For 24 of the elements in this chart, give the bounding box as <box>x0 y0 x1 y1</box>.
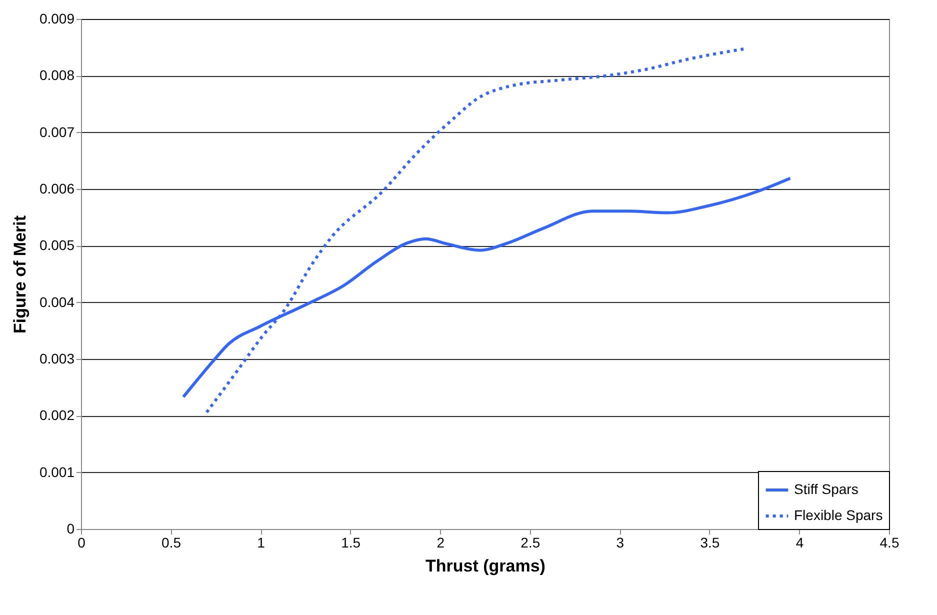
x-tick-label: 1 <box>257 534 266 550</box>
y-tick-label: 0.003 <box>39 350 75 366</box>
x-axis-title: Thrust (grams) <box>426 556 546 576</box>
legend-label: Stiff Spars <box>794 481 858 497</box>
legend-label: Flexible Spars <box>794 507 883 523</box>
y-axis-title: Figure of Merit <box>10 215 30 334</box>
x-tick-label: 0 <box>78 534 86 550</box>
x-tick-label: 4.5 <box>880 534 900 550</box>
y-tick-label: 0.002 <box>39 407 75 424</box>
y-tick-label: 0.009 <box>39 10 75 26</box>
x-tick-label: 3.5 <box>700 534 720 550</box>
y-tick-label: 0.008 <box>39 67 75 84</box>
y-tick-label: 0 <box>66 520 75 536</box>
y-tick-label: 0.001 <box>39 464 75 480</box>
y-tick-label: 0.007 <box>39 124 75 140</box>
x-tick-label: 1.5 <box>341 534 361 550</box>
x-tick-label: 4 <box>796 534 804 550</box>
x-tick-label: 0.5 <box>162 534 182 550</box>
y-tick-label: 0.005 <box>39 237 75 254</box>
y-tick-label: 0.004 <box>39 294 75 310</box>
x-tick-label: 3 <box>616 534 624 550</box>
y-tick-label: 0.006 <box>39 180 75 196</box>
x-tick-label: 2.5 <box>520 534 540 550</box>
x-tick-label: 2 <box>436 534 445 550</box>
